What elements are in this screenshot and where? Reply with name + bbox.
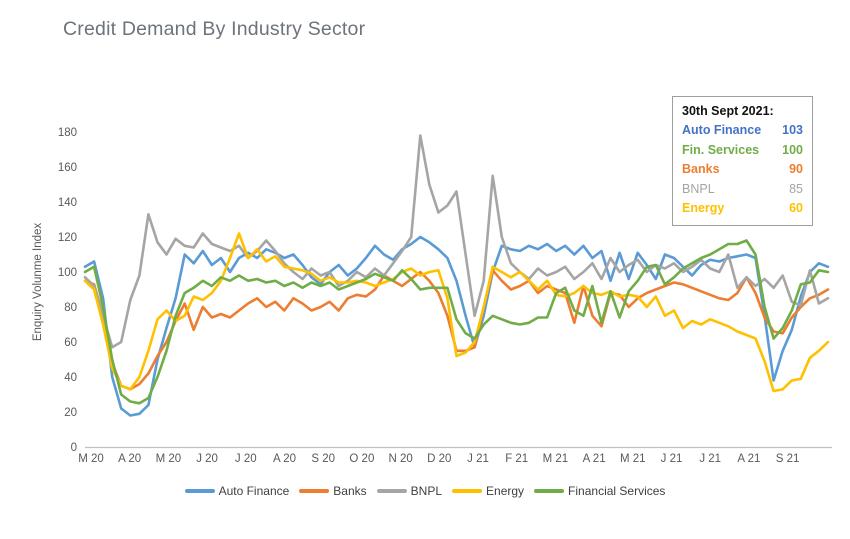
annotation-row-bnpl: BNPL 85: [682, 180, 803, 200]
annotation-value: 90: [789, 162, 803, 176]
series-line-energy: [83, 232, 830, 393]
legend-item-bnpl: BNPL: [376, 484, 443, 498]
y-tick-label: 20: [64, 407, 77, 419]
annotation-label: Auto Finance: [682, 123, 762, 137]
annotation-label: Banks: [682, 162, 720, 176]
x-tick-label: J 20: [196, 453, 218, 465]
legend-item-financial-services: Financial Services: [534, 484, 665, 498]
legend-line-swatch: [452, 489, 483, 493]
series-line-bnpl: [83, 134, 830, 349]
y-tick-label: 180: [58, 127, 77, 139]
chart-title: Credit Demand By Industry Sector: [63, 18, 366, 40]
x-tick-label: A 21: [583, 453, 606, 465]
x-tick-label: F 21: [505, 453, 528, 465]
annotation-row-fin-services: Fin. Services 100: [682, 141, 803, 161]
y-tick-label: 140: [58, 197, 77, 209]
x-tick-label: M 21: [543, 453, 569, 465]
y-tick-label: 60: [64, 337, 77, 349]
legend-line-swatch: [534, 489, 565, 493]
legend-label: BNPL: [410, 484, 443, 498]
legend-label: Auto Finance: [218, 484, 290, 498]
annotation-value: 60: [789, 201, 803, 215]
x-tick-label: J 21: [699, 453, 721, 465]
legend-label: Energy: [486, 484, 525, 498]
annotation-rows: Auto Finance 103 Fin. Services 100 Banks 90 BN…: [682, 121, 803, 219]
annotation-value: 103: [782, 123, 803, 137]
x-tick-label: N 20: [388, 453, 412, 465]
annotation-box: 30th Sept 2021: Auto Finance 103 Fin. Serv…: [672, 96, 813, 226]
y-tick-label: 0: [71, 442, 77, 454]
y-tick-label: 100: [58, 267, 77, 279]
x-tick-label: D 20: [427, 453, 451, 465]
legend-line-swatch: [299, 489, 330, 493]
x-tick-label: M 21: [620, 453, 646, 465]
annotation-value: 100: [782, 142, 803, 157]
series-line-banks: [83, 268, 830, 391]
x-tick-label: J 21: [661, 453, 683, 465]
annotation-row-energy: Energy 60: [682, 199, 803, 219]
x-tick-label: J 20: [235, 453, 257, 465]
x-tick-label: O 20: [349, 453, 374, 465]
y-tick-label: 80: [64, 302, 77, 314]
legend-item-energy: Energy: [452, 484, 524, 498]
series-line-financial-services: [83, 239, 830, 405]
annotation-value: 85: [789, 181, 803, 196]
annotation-label: Energy: [682, 201, 725, 215]
annotation-row-auto-finance: Auto Finance 103: [682, 121, 803, 141]
legend-item-auto-finance: Auto Finance: [184, 484, 290, 498]
annotation-row-banks: Banks 90: [682, 160, 803, 180]
x-tick-label: A 21: [737, 453, 760, 465]
y-tick-label: 160: [58, 162, 77, 174]
x-tick-label: S 21: [776, 453, 800, 465]
x-tick-label: A 20: [273, 453, 296, 465]
legend-line-swatch: [376, 489, 407, 493]
legend-label: Financial Services: [568, 484, 666, 498]
y-tick-label: 120: [58, 232, 77, 244]
x-tick-label: J 21: [467, 453, 489, 465]
legend-item-banks: Banks: [299, 484, 367, 498]
legend-line-swatch: [184, 489, 215, 493]
annotation-label: Fin. Services: [682, 142, 760, 157]
annotation-label: BNPL: [682, 181, 715, 196]
x-tick-label: M 20: [78, 453, 104, 465]
y-tick-label: 40: [64, 372, 77, 384]
x-tick-label: A 20: [118, 453, 141, 465]
x-tick-label: M 20: [156, 453, 182, 465]
legend-label: Banks: [333, 484, 367, 498]
annotation-title: 30th Sept 2021:: [682, 104, 774, 118]
x-tick-label: S 20: [311, 453, 335, 465]
chart-legend: Auto Finance Banks BNPL Energy Financial Ser…: [0, 484, 850, 498]
